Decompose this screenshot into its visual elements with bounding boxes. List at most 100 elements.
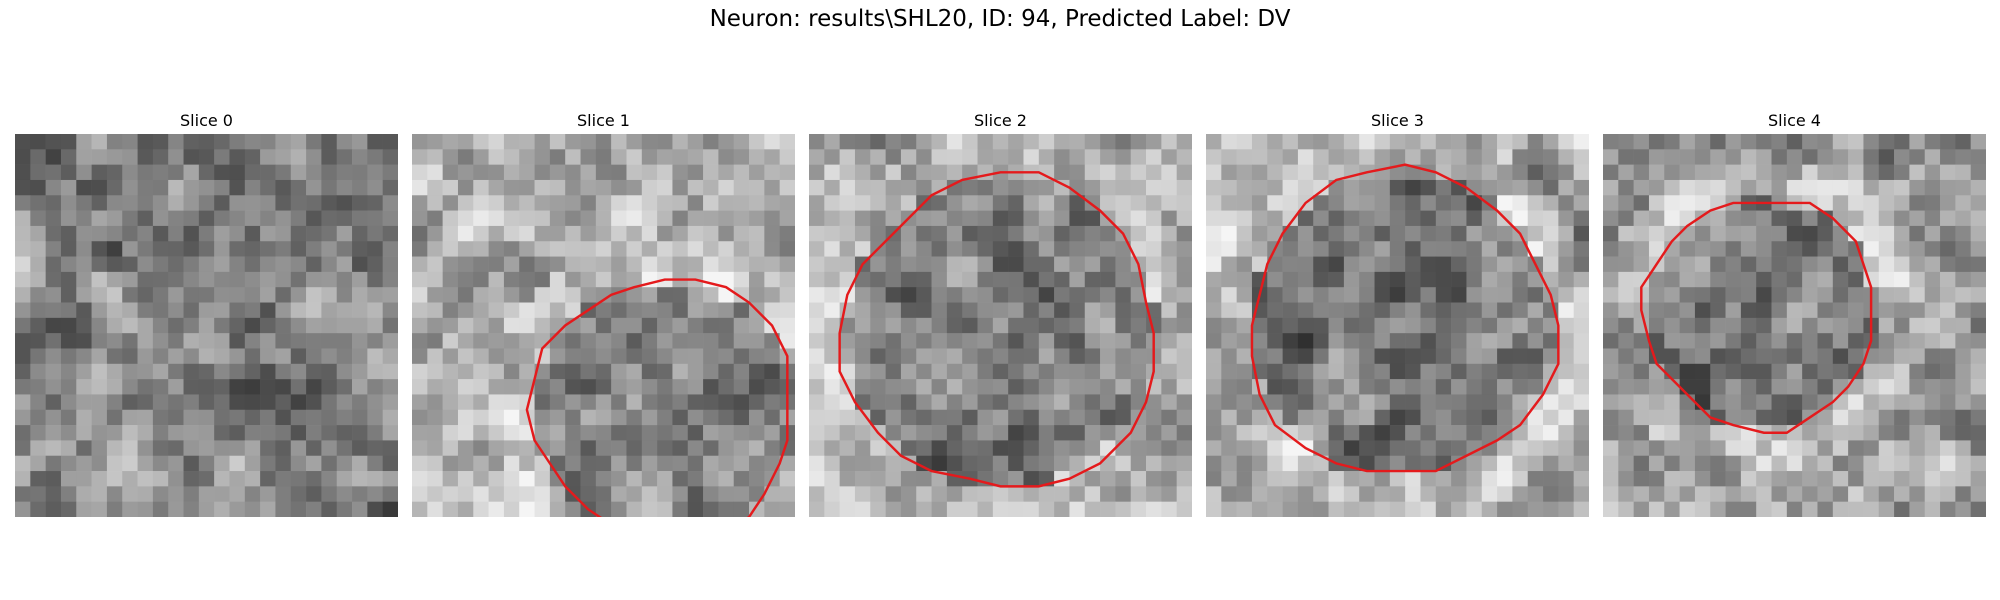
image-pixel (1054, 363, 1070, 380)
image-pixel (931, 149, 948, 165)
image-pixel (260, 501, 276, 517)
image-pixel (1848, 287, 1864, 303)
image-pixel (1740, 134, 1757, 150)
image-pixel (229, 486, 246, 502)
image-pixel (703, 241, 719, 257)
image-pixel (1786, 134, 1803, 150)
image-pixel (1909, 256, 1926, 273)
image-pixel (1648, 149, 1665, 165)
image-pixel (321, 486, 338, 502)
image-pixel (122, 348, 138, 365)
image-pixel (1297, 455, 1314, 472)
image-pixel (1176, 179, 1192, 196)
image-pixel (244, 486, 261, 502)
image-pixel (1435, 425, 1452, 441)
image-pixel (1603, 210, 1619, 227)
image-pixel (749, 241, 765, 257)
image-pixel (870, 471, 886, 487)
image-pixel (1267, 302, 1283, 319)
image-pixel (1374, 317, 1391, 334)
image-pixel (1466, 440, 1483, 457)
image-pixel (1633, 333, 1650, 349)
image-pixel (824, 440, 840, 457)
image-pixel (503, 241, 520, 257)
image-pixel (1940, 302, 1956, 319)
image-pixel (214, 455, 230, 472)
image-pixel (1878, 195, 1895, 211)
image-pixel (1694, 149, 1711, 165)
image-pixel (962, 287, 978, 303)
image-pixel (1832, 486, 1849, 502)
image-pixel (1267, 425, 1283, 441)
image-pixel (1420, 455, 1437, 472)
image-pixel (718, 363, 735, 380)
image-pixel (1603, 363, 1619, 380)
image-pixel (336, 379, 353, 395)
image-pixel (946, 486, 963, 502)
image-pixel (1481, 317, 1498, 334)
image-pixel (1679, 363, 1696, 380)
image-pixel (626, 287, 643, 303)
image-pixel (1206, 394, 1222, 411)
image-pixel (1420, 348, 1437, 365)
image-pixel (626, 455, 643, 472)
image-pixel (1038, 409, 1055, 426)
image-pixel (1451, 333, 1467, 349)
image-pixel (962, 241, 978, 257)
image-pixel (244, 455, 261, 472)
image-pixel (427, 164, 443, 181)
image-pixel (1694, 348, 1711, 365)
image-pixel (183, 164, 200, 181)
image-pixel (1497, 134, 1513, 150)
image-pixel (275, 164, 292, 181)
image-pixel (1389, 302, 1406, 319)
image-pixel (1328, 394, 1345, 411)
image-pixel (168, 486, 184, 502)
image-pixel (1955, 256, 1971, 273)
image-pixel (1130, 179, 1147, 196)
image-pixel (1008, 379, 1024, 395)
image-pixel (1970, 348, 1986, 365)
image-pixel (1481, 241, 1498, 257)
image-pixel (1543, 409, 1559, 426)
image-pixel (1894, 333, 1910, 349)
image-pixel (244, 333, 261, 349)
image-pixel (168, 455, 184, 472)
image-pixel (1710, 348, 1726, 365)
image-pixel (1161, 440, 1177, 457)
image-pixel (1451, 241, 1467, 257)
image-pixel (749, 195, 765, 211)
image-pixel (122, 394, 138, 411)
image-pixel (1633, 149, 1650, 165)
image-pixel (1573, 425, 1589, 441)
image-pixel (1512, 440, 1529, 457)
image-pixel (442, 256, 459, 273)
image-pixel (1924, 287, 1941, 303)
image-pixel (1374, 379, 1391, 395)
image-pixel (1543, 149, 1559, 165)
image-pixel (1115, 379, 1132, 395)
image-pixel (824, 179, 840, 196)
image-pixel (1435, 134, 1452, 150)
image-pixel (1664, 134, 1680, 150)
image-pixel (1940, 210, 1956, 227)
image-pixel (1038, 440, 1055, 457)
image-pixel (1267, 471, 1283, 487)
image-pixel (260, 348, 276, 365)
image-pixel (779, 455, 795, 472)
image-pixel (1924, 210, 1941, 227)
image-pixel (1694, 134, 1711, 150)
image-pixel (885, 363, 902, 380)
image-pixel (1543, 179, 1559, 196)
image-pixel (1878, 440, 1895, 457)
image-pixel (1100, 455, 1116, 472)
image-pixel (565, 164, 581, 181)
image-pixel (1313, 317, 1329, 334)
image-pixel (946, 149, 963, 165)
image-pixel (1161, 486, 1177, 502)
image-pixel (473, 501, 489, 517)
image-pixel (1359, 363, 1375, 380)
image-pixel (839, 241, 856, 257)
image-pixel (1451, 440, 1467, 457)
image-pixel (1863, 455, 1880, 472)
